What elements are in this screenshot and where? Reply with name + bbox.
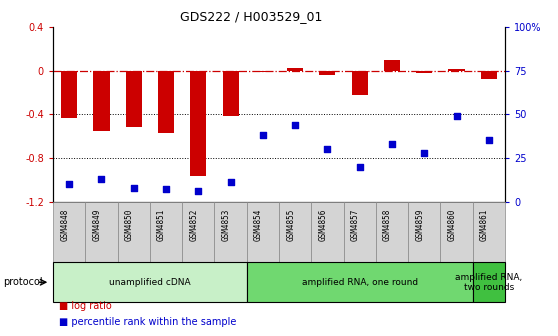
Bar bbox=[247, 202, 279, 262]
Point bbox=[162, 187, 171, 192]
Bar bbox=[158, 71, 174, 133]
Bar bbox=[311, 202, 344, 262]
Point bbox=[65, 181, 74, 187]
Point bbox=[97, 176, 106, 181]
Bar bbox=[223, 71, 239, 117]
Bar bbox=[416, 71, 432, 73]
Bar bbox=[449, 70, 465, 71]
Text: GSM4859: GSM4859 bbox=[415, 209, 424, 241]
Bar bbox=[182, 202, 214, 262]
Point bbox=[323, 146, 332, 152]
Point bbox=[226, 180, 235, 185]
Bar bbox=[53, 262, 247, 302]
Text: GSM4849: GSM4849 bbox=[93, 209, 102, 241]
Bar bbox=[61, 71, 77, 118]
Text: GSM4853: GSM4853 bbox=[222, 209, 230, 241]
Text: GDS222 / H003529_01: GDS222 / H003529_01 bbox=[180, 10, 323, 23]
Bar bbox=[440, 202, 473, 262]
Bar bbox=[287, 69, 303, 71]
Point bbox=[484, 138, 493, 143]
Bar bbox=[214, 202, 247, 262]
Bar bbox=[473, 202, 505, 262]
Point bbox=[258, 132, 267, 138]
Text: GSM4848: GSM4848 bbox=[60, 209, 69, 241]
Bar bbox=[126, 71, 142, 127]
Text: ■ log ratio: ■ log ratio bbox=[59, 301, 112, 311]
Bar bbox=[247, 262, 473, 302]
Text: GSM4854: GSM4854 bbox=[254, 209, 263, 241]
Point bbox=[291, 122, 300, 127]
Point bbox=[387, 141, 396, 146]
Bar bbox=[255, 71, 271, 72]
Bar bbox=[150, 202, 182, 262]
Bar bbox=[384, 60, 400, 71]
Bar bbox=[53, 202, 85, 262]
Text: ■ percentile rank within the sample: ■ percentile rank within the sample bbox=[59, 317, 236, 327]
Text: amplified RNA,
two rounds: amplified RNA, two rounds bbox=[455, 272, 522, 292]
Bar bbox=[481, 71, 497, 79]
Bar bbox=[319, 71, 335, 75]
Bar bbox=[85, 202, 118, 262]
Bar bbox=[93, 71, 109, 131]
Text: GSM4856: GSM4856 bbox=[319, 209, 328, 241]
Text: protocol: protocol bbox=[3, 277, 42, 287]
Bar bbox=[352, 71, 368, 95]
Text: GSM4852: GSM4852 bbox=[189, 209, 198, 241]
Text: GSM4861: GSM4861 bbox=[480, 209, 489, 241]
Text: GSM4857: GSM4857 bbox=[351, 209, 360, 241]
Text: amplified RNA, one round: amplified RNA, one round bbox=[302, 278, 418, 287]
Bar bbox=[376, 202, 408, 262]
Point bbox=[194, 188, 203, 194]
Text: GSM4860: GSM4860 bbox=[448, 209, 456, 241]
Bar bbox=[473, 262, 505, 302]
Bar bbox=[190, 71, 206, 176]
Bar bbox=[279, 202, 311, 262]
Point bbox=[420, 150, 429, 155]
Point bbox=[129, 185, 138, 190]
Text: GSM4858: GSM4858 bbox=[383, 209, 392, 241]
Bar bbox=[118, 202, 150, 262]
Text: GSM4855: GSM4855 bbox=[286, 209, 295, 241]
Text: GSM4850: GSM4850 bbox=[125, 209, 134, 241]
Text: unamplified cDNA: unamplified cDNA bbox=[109, 278, 191, 287]
Point bbox=[355, 164, 364, 169]
Bar bbox=[344, 202, 376, 262]
Point bbox=[452, 113, 461, 119]
Bar bbox=[408, 202, 440, 262]
Text: GSM4851: GSM4851 bbox=[157, 209, 166, 241]
